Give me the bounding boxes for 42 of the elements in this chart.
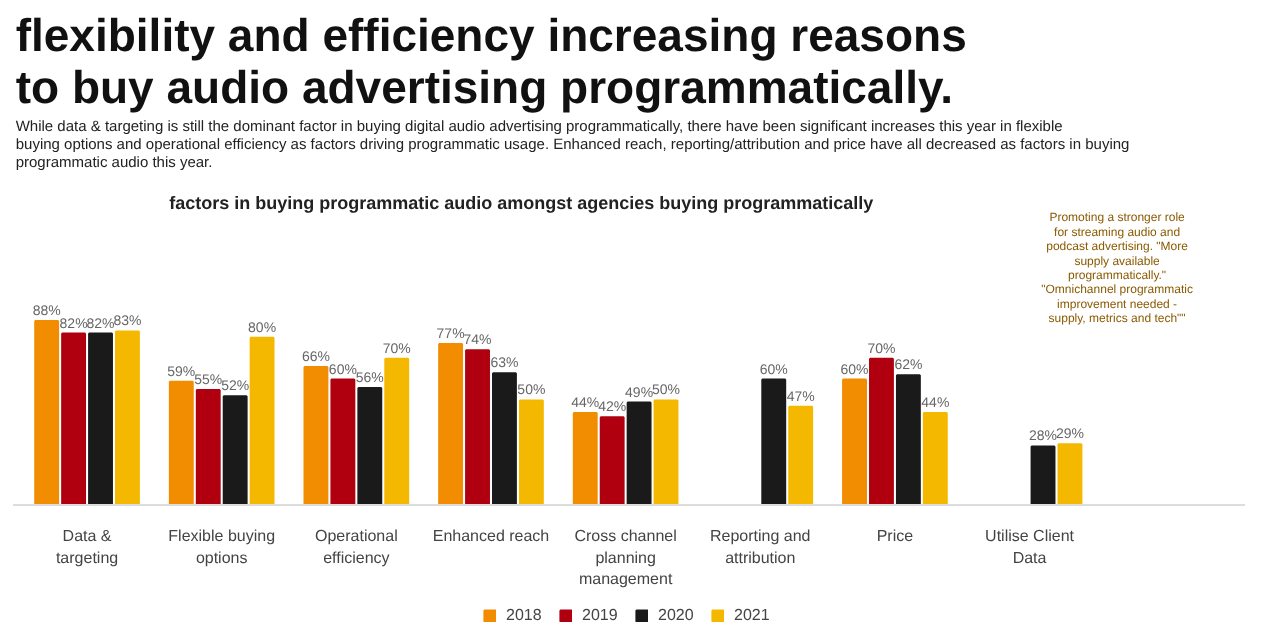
bar bbox=[330, 378, 356, 506]
bar bbox=[1057, 443, 1083, 506]
bar bbox=[788, 405, 814, 506]
bar bbox=[465, 349, 490, 506]
chart-title: flexibility and efficiency increasing reasons to buy audio advertising programmatically. bbox=[15, 9, 967, 113]
bar bbox=[384, 357, 410, 506]
x-tick-label: Operational efficiency bbox=[314, 527, 399, 567]
bar bbox=[492, 372, 517, 506]
bar bbox=[653, 399, 679, 506]
legend-label: 2021 bbox=[734, 606, 772, 624]
bar bbox=[249, 336, 275, 506]
legend-label: 2020 bbox=[658, 606, 696, 624]
x-tick-label: Cross channel planning management bbox=[574, 527, 678, 589]
bar bbox=[303, 366, 329, 506]
x-tick-label: Data & targeting bbox=[55, 527, 119, 567]
legend-label: 2019 bbox=[582, 606, 620, 624]
x-tick-label: Price bbox=[876, 527, 915, 545]
bar bbox=[599, 416, 625, 506]
bar bbox=[1030, 445, 1056, 506]
bar bbox=[115, 330, 140, 506]
bar bbox=[61, 332, 87, 506]
bar bbox=[869, 357, 894, 506]
bar bbox=[518, 399, 544, 506]
bar bbox=[895, 374, 921, 506]
bar bbox=[842, 378, 867, 506]
bar bbox=[761, 378, 787, 506]
bar bbox=[34, 320, 60, 506]
bar bbox=[922, 412, 948, 506]
x-tick-label: Flexible buying options bbox=[168, 527, 276, 567]
x-tick-label: Reporting and attribution bbox=[710, 527, 811, 567]
bar bbox=[195, 389, 221, 506]
bar bbox=[572, 412, 598, 506]
x-tick-label: Enhanced reach bbox=[432, 527, 550, 545]
x-tick-label: Utilise Client Data bbox=[985, 527, 1076, 567]
bar bbox=[222, 395, 248, 506]
bar bbox=[88, 332, 113, 506]
legend-label: 2018 bbox=[506, 606, 544, 624]
bar bbox=[438, 343, 464, 506]
text: factors in buying programmatic audio amongst agencies buying programmatically bbox=[169, 193, 874, 213]
bar bbox=[357, 386, 383, 506]
bar bbox=[626, 401, 652, 506]
bar bbox=[168, 380, 194, 506]
